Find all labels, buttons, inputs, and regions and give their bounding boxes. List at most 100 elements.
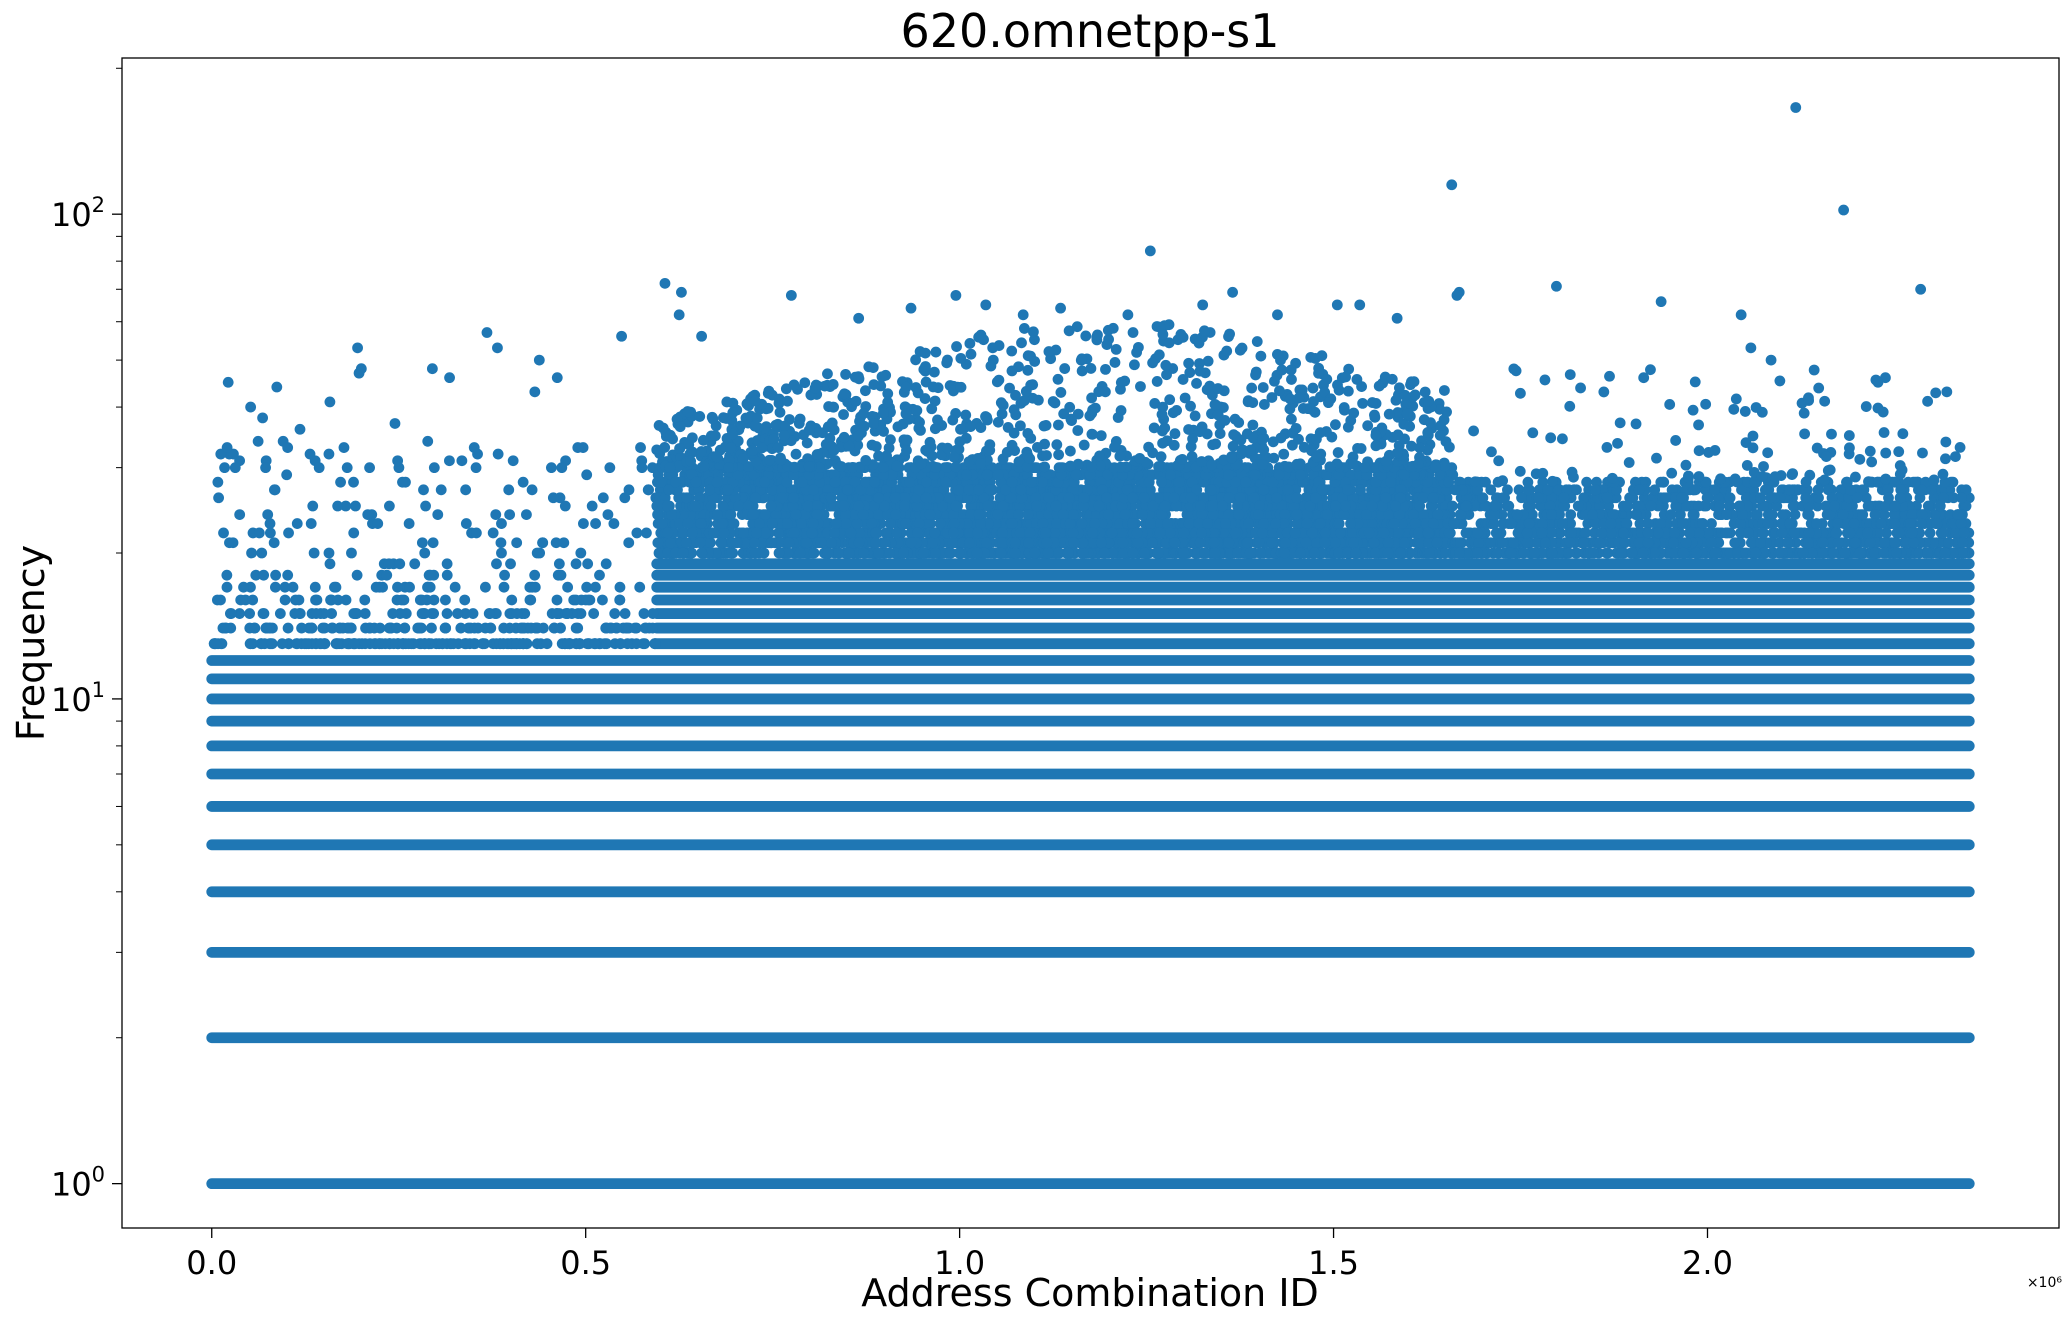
data-point bbox=[929, 527, 941, 539]
data-point bbox=[891, 527, 902, 539]
data-point bbox=[879, 537, 891, 549]
data-point bbox=[681, 492, 692, 504]
data-point bbox=[517, 622, 528, 634]
data-point bbox=[529, 569, 541, 581]
data-point bbox=[383, 558, 395, 570]
data-point bbox=[581, 581, 593, 593]
data-point bbox=[470, 462, 482, 474]
data-point bbox=[608, 518, 620, 529]
data-point bbox=[889, 492, 901, 504]
data-point bbox=[1147, 537, 1158, 549]
data-point bbox=[396, 594, 407, 606]
data-point bbox=[940, 476, 952, 488]
data-point bbox=[1207, 500, 1218, 512]
data-point bbox=[807, 518, 819, 529]
data-point bbox=[972, 527, 983, 539]
frequency-band-11 bbox=[206, 673, 1975, 685]
data-point bbox=[570, 594, 582, 606]
data-point bbox=[1301, 518, 1313, 529]
data-point bbox=[1183, 518, 1195, 529]
data-point bbox=[359, 638, 371, 650]
data-point bbox=[1063, 492, 1075, 504]
data-point bbox=[788, 527, 800, 539]
data-point bbox=[830, 518, 842, 529]
data-point bbox=[1389, 500, 1401, 512]
data-point bbox=[857, 509, 869, 521]
data-point bbox=[873, 492, 885, 504]
data-point bbox=[870, 537, 881, 549]
data-point bbox=[418, 608, 430, 619]
data-point bbox=[293, 608, 305, 619]
data-point bbox=[484, 622, 496, 634]
data-point bbox=[1348, 537, 1359, 549]
data-point bbox=[551, 594, 563, 606]
data-point bbox=[973, 484, 984, 496]
data-point bbox=[262, 509, 274, 521]
data-point bbox=[695, 518, 707, 529]
data-point bbox=[704, 537, 716, 549]
data-point bbox=[397, 476, 408, 488]
data-point bbox=[1173, 476, 1185, 488]
data-point bbox=[750, 527, 762, 539]
data-point bbox=[315, 638, 327, 650]
data-points bbox=[206, 102, 1975, 1190]
data-point bbox=[1029, 547, 1041, 559]
data-point bbox=[1086, 527, 1098, 539]
data-point bbox=[572, 442, 584, 453]
frequency-band-15 bbox=[651, 608, 1975, 619]
data-point bbox=[279, 594, 291, 606]
data-point bbox=[1334, 527, 1346, 539]
data-point bbox=[602, 509, 614, 521]
data-point bbox=[1300, 537, 1312, 549]
data-point bbox=[291, 518, 303, 529]
frequency-band-5 bbox=[206, 839, 1975, 851]
data-point bbox=[588, 638, 600, 650]
data-point bbox=[783, 537, 795, 549]
data-point bbox=[590, 581, 601, 593]
data-point bbox=[1321, 509, 1333, 521]
data-point bbox=[392, 455, 404, 467]
data-point bbox=[1127, 547, 1139, 559]
data-point bbox=[898, 547, 909, 559]
data-point bbox=[343, 622, 354, 634]
data-point bbox=[1329, 537, 1341, 549]
data-point bbox=[388, 638, 400, 650]
data-point bbox=[218, 527, 229, 539]
data-point bbox=[572, 622, 584, 634]
data-point bbox=[554, 622, 566, 634]
data-point bbox=[424, 569, 436, 581]
data-point bbox=[1022, 509, 1034, 521]
data-point bbox=[1401, 527, 1413, 539]
data-point bbox=[517, 476, 529, 488]
data-point bbox=[685, 509, 697, 521]
data-point bbox=[332, 638, 343, 650]
data-point bbox=[661, 500, 673, 512]
data-point bbox=[737, 527, 749, 539]
data-point bbox=[341, 462, 353, 474]
data-point bbox=[1162, 518, 1173, 529]
data-point bbox=[1345, 518, 1356, 529]
data-point bbox=[537, 537, 549, 549]
data-point bbox=[594, 569, 605, 581]
data-point bbox=[696, 547, 708, 559]
data-point bbox=[1319, 527, 1331, 539]
data-point bbox=[427, 537, 439, 549]
data-point bbox=[677, 509, 689, 521]
data-point bbox=[499, 569, 510, 581]
data-point bbox=[270, 581, 281, 593]
data-point bbox=[1253, 537, 1265, 549]
data-point bbox=[225, 608, 237, 619]
data-point bbox=[379, 638, 391, 650]
data-point bbox=[511, 608, 523, 619]
data-point bbox=[600, 558, 612, 570]
data-point bbox=[586, 500, 598, 512]
data-point bbox=[1169, 537, 1181, 549]
data-point bbox=[1350, 547, 1362, 559]
data-point bbox=[1319, 537, 1331, 549]
data-point bbox=[1382, 537, 1394, 549]
data-point bbox=[1194, 537, 1206, 549]
data-point bbox=[1333, 547, 1344, 559]
data-point bbox=[995, 547, 1007, 559]
data-point bbox=[930, 547, 941, 559]
data-point bbox=[670, 476, 682, 488]
